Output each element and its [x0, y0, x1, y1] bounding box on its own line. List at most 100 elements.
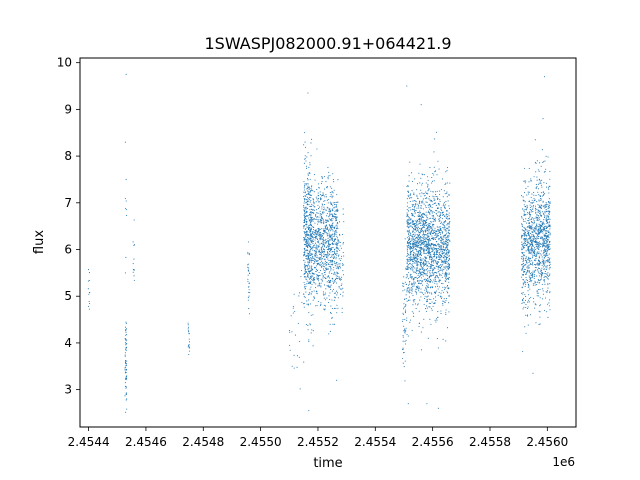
data-point	[547, 283, 549, 285]
data-point	[529, 263, 532, 265]
data-point	[428, 208, 431, 210]
data-point	[434, 219, 436, 221]
data-point	[422, 267, 424, 269]
data-point	[311, 241, 313, 243]
data-point	[430, 243, 432, 245]
data-point	[414, 223, 416, 225]
data-point	[416, 196, 418, 198]
data-point	[418, 231, 420, 234]
data-point	[296, 366, 298, 368]
data-point	[540, 184, 542, 186]
data-point	[329, 247, 331, 249]
data-point	[430, 190, 432, 192]
data-point	[416, 241, 418, 243]
data-point	[531, 271, 533, 274]
data-point	[418, 223, 420, 225]
data-point	[420, 349, 422, 351]
data-point	[545, 211, 547, 213]
data-point	[303, 162, 305, 164]
data-point	[409, 288, 411, 290]
data-point	[447, 278, 450, 280]
data-point	[331, 277, 333, 279]
data-point	[424, 240, 426, 243]
data-point	[337, 297, 339, 299]
data-point	[323, 211, 325, 213]
data-point	[440, 310, 442, 312]
data-point	[537, 229, 539, 231]
data-point	[544, 250, 546, 252]
data-point	[545, 265, 547, 267]
data-point	[437, 275, 439, 277]
data-point	[419, 258, 421, 261]
data-point	[438, 252, 440, 254]
data-point	[124, 197, 126, 199]
data-point	[547, 255, 549, 257]
data-point	[442, 196, 444, 198]
data-point	[402, 290, 404, 292]
data-point	[318, 250, 321, 252]
data-point	[437, 243, 439, 245]
data-point	[247, 253, 249, 255]
data-point	[419, 182, 421, 184]
data-point	[526, 222, 528, 224]
data-point	[414, 240, 416, 242]
data-point	[338, 265, 340, 267]
data-point	[318, 245, 320, 247]
data-point	[414, 216, 416, 218]
data-point	[318, 201, 320, 203]
data-point	[532, 284, 534, 286]
data-point	[325, 209, 327, 211]
data-point	[549, 234, 551, 236]
data-point	[309, 238, 311, 240]
data-point	[307, 152, 309, 154]
data-point	[133, 279, 135, 281]
data-point	[442, 248, 444, 250]
data-point	[431, 242, 433, 244]
data-point	[328, 218, 330, 220]
data-point	[429, 273, 431, 275]
data-point	[449, 182, 451, 184]
data-point	[528, 264, 530, 266]
data-point	[333, 299, 335, 301]
data-point	[540, 182, 542, 184]
data-point	[335, 263, 337, 265]
data-point	[317, 280, 320, 282]
data-point	[427, 295, 429, 297]
data-point	[324, 309, 326, 311]
data-point	[439, 249, 441, 251]
data-point	[402, 347, 404, 349]
data-point	[524, 245, 526, 247]
data-point	[423, 269, 425, 271]
data-point	[303, 259, 305, 261]
data-point	[432, 268, 434, 270]
data-point	[528, 265, 530, 267]
data-point	[310, 218, 312, 220]
data-point	[446, 273, 448, 275]
data-point	[307, 179, 309, 181]
data-point	[533, 301, 535, 303]
data-point	[297, 322, 299, 324]
data-point	[529, 215, 531, 217]
data-point	[335, 201, 337, 203]
data-point	[418, 310, 420, 312]
data-point	[125, 178, 127, 180]
data-point	[549, 210, 551, 213]
data-point	[321, 227, 323, 230]
data-point	[538, 289, 540, 291]
data-point	[415, 254, 417, 256]
data-point	[337, 179, 339, 181]
data-point	[307, 185, 309, 187]
data-point	[187, 326, 190, 328]
data-point	[542, 226, 545, 229]
data-point	[448, 252, 450, 254]
data-point	[404, 380, 406, 382]
data-point	[545, 239, 547, 241]
data-point	[414, 290, 416, 292]
data-point	[433, 174, 435, 176]
data-point	[440, 239, 442, 242]
data-point	[443, 252, 445, 254]
data-point	[413, 301, 415, 303]
data-point	[438, 270, 440, 272]
data-point	[437, 233, 439, 235]
data-point	[328, 295, 330, 297]
